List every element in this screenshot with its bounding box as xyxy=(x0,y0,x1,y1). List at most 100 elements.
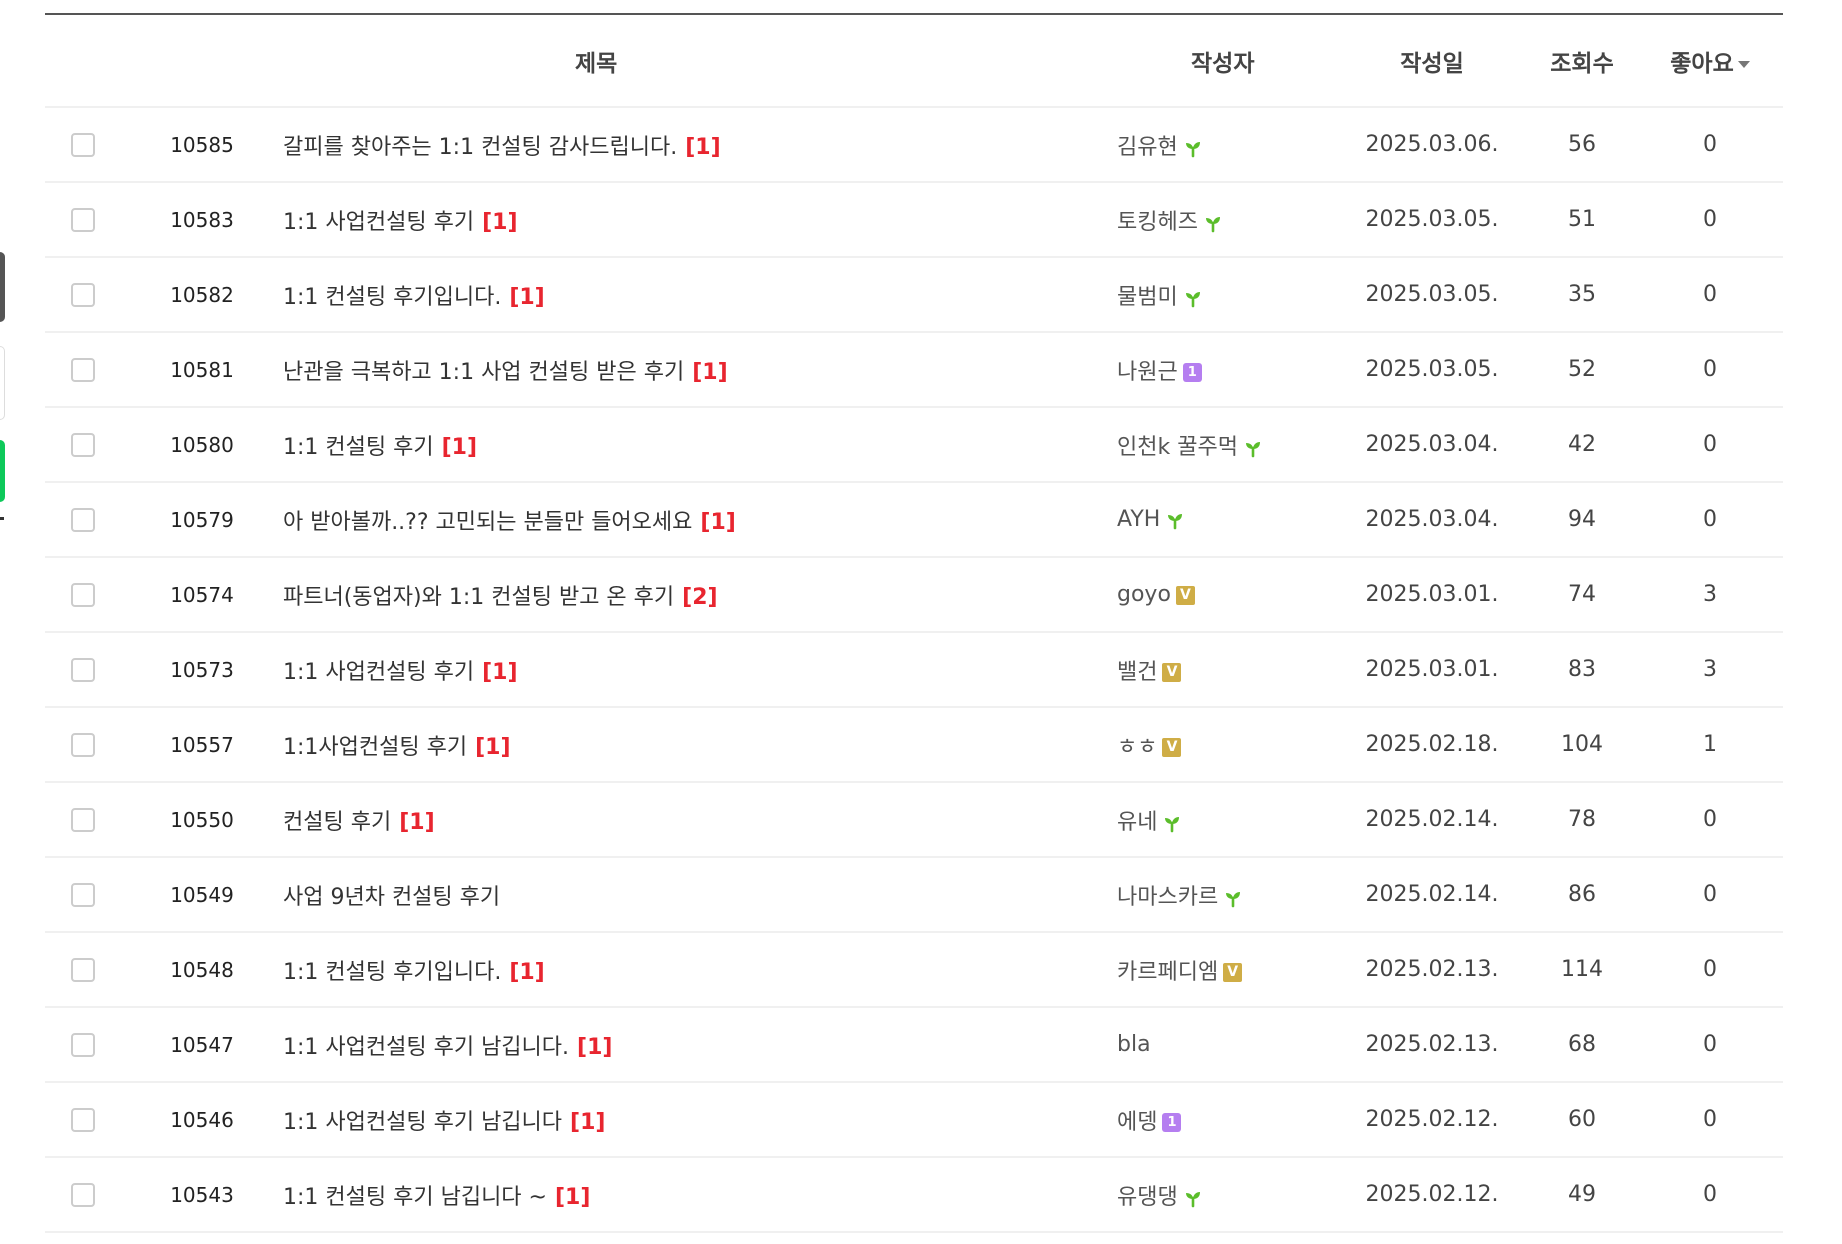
side-tab-light[interactable] xyxy=(0,346,5,420)
post-title-link[interactable]: 1:1 사업컨설팅 후기 xyxy=(283,209,475,235)
post-date: 2025.03.04. xyxy=(1337,407,1527,483)
row-checkbox[interactable] xyxy=(71,583,95,607)
author-name[interactable]: 인천k 꿀주먹 xyxy=(1117,434,1238,460)
table-row: 10546 1:1 사업컨설팅 후기 남깁니다 [1] 에뎅 1 2025.02.1… xyxy=(45,1082,1783,1158)
row-checkbox-cell xyxy=(45,107,121,183)
header-date: 작성일 xyxy=(1337,14,1527,108)
author-cell: 카르페디엠 V xyxy=(1117,932,1337,1008)
author-name[interactable]: goyo xyxy=(1117,582,1171,607)
row-checkbox[interactable] xyxy=(71,283,95,307)
post-date: 2025.03.01. xyxy=(1337,632,1527,708)
post-date: 2025.03.06. xyxy=(1337,107,1527,183)
post-title-link[interactable]: 1:1 컨설팅 후기입니다. xyxy=(283,959,502,985)
post-title-link[interactable]: 1:1 사업컨설팅 후기 xyxy=(283,659,475,685)
side-tab-dark[interactable] xyxy=(0,252,5,322)
like-count: 0 xyxy=(1637,332,1783,408)
post-title-link[interactable]: 1:1 사업컨설팅 후기 남깁니다. xyxy=(283,1034,570,1060)
author-name[interactable]: 유네 xyxy=(1117,809,1158,835)
level-1-badge-icon: 1 xyxy=(1182,363,1202,382)
row-checkbox[interactable] xyxy=(71,658,95,682)
post-title-link[interactable]: 컨설팅 후기 xyxy=(283,809,392,835)
author-name[interactable]: 유댕댕 xyxy=(1117,1184,1178,1210)
comment-count-link[interactable]: [1] xyxy=(441,434,478,460)
vip-badge-icon: V xyxy=(1162,738,1182,757)
comment-count-link[interactable]: [1] xyxy=(554,1184,591,1210)
post-title-cell: 1:1 사업컨설팅 후기 남깁니다 [1] xyxy=(283,1082,1117,1158)
post-number: 10582 xyxy=(121,257,283,333)
post-title-link[interactable]: 1:1 컨설팅 후기입니다. xyxy=(283,284,502,310)
like-count: 3 xyxy=(1637,557,1783,633)
comment-count-link[interactable]: [1] xyxy=(685,134,721,160)
post-title-link[interactable]: 파트너(동업자)와 1:1 컨설팅 받고 온 후기 xyxy=(283,584,675,610)
author-name[interactable]: 나원근 xyxy=(1117,359,1178,385)
sprout-level-icon xyxy=(1165,510,1185,530)
author-cell: bla xyxy=(1117,1007,1337,1083)
author-cell: 나원근 1 xyxy=(1117,332,1337,408)
like-count: 0 xyxy=(1637,1157,1783,1233)
comment-count-link[interactable]: [1] xyxy=(509,284,545,310)
like-count: 0 xyxy=(1637,932,1783,1008)
post-title-link[interactable]: 1:1 컨설팅 후기 남깁니다 ~ xyxy=(283,1184,547,1210)
author-name[interactable]: AYH xyxy=(1117,507,1161,532)
side-tab-green[interactable] xyxy=(0,440,5,502)
comment-count-link[interactable]: [1] xyxy=(509,959,545,985)
row-checkbox[interactable] xyxy=(71,358,95,382)
post-title-cell: 1:1 컨설팅 후기입니다. [1] xyxy=(283,257,1117,333)
like-count: 0 xyxy=(1637,857,1783,933)
post-title-link[interactable]: 1:1 사업컨설팅 후기 남깁니다 xyxy=(283,1109,563,1135)
post-title-link[interactable]: 난관을 극복하고 1:1 사업 컨설팅 받은 후기 xyxy=(283,359,685,385)
row-checkbox[interactable] xyxy=(71,208,95,232)
row-checkbox[interactable] xyxy=(71,133,95,157)
post-title-link[interactable]: 아 받아볼까..?? 고민되는 분들만 들어오세요 xyxy=(283,509,693,535)
post-title-link[interactable]: 갈피를 찾아주는 1:1 컨설팅 감사드립니다. xyxy=(283,134,678,160)
author-name[interactable]: bla xyxy=(1117,1032,1151,1057)
post-number: 10549 xyxy=(121,857,283,933)
post-title-link[interactable]: 1:1 컨설팅 후기 xyxy=(283,434,434,460)
row-checkbox[interactable] xyxy=(71,1183,95,1207)
comment-count-link[interactable]: [1] xyxy=(577,1034,613,1060)
row-checkbox[interactable] xyxy=(71,433,95,457)
author-name[interactable]: 나마스카르 xyxy=(1117,884,1219,910)
view-count: 52 xyxy=(1527,332,1637,408)
like-count: 0 xyxy=(1637,407,1783,483)
header-title: 제목 xyxy=(283,14,1117,108)
row-checkbox[interactable] xyxy=(71,808,95,832)
post-number: 10543 xyxy=(121,1157,283,1233)
row-checkbox[interactable] xyxy=(71,883,95,907)
comment-count-link[interactable]: [1] xyxy=(399,809,435,835)
comment-count-link[interactable]: [1] xyxy=(570,1109,606,1135)
post-number: 10557 xyxy=(121,707,283,783)
post-title-cell: 1:1 컨설팅 후기 [1] xyxy=(283,407,1117,483)
side-divider xyxy=(0,517,4,520)
author-name[interactable]: 토킹헤즈 xyxy=(1117,209,1198,235)
author-name[interactable]: 김유현 xyxy=(1117,134,1178,160)
row-checkbox[interactable] xyxy=(71,733,95,757)
row-checkbox[interactable] xyxy=(71,508,95,532)
comment-count-link[interactable]: [1] xyxy=(482,209,518,235)
post-title-link[interactable]: 1:1사업컨설팅 후기 xyxy=(283,734,468,760)
post-number: 10546 xyxy=(121,1082,283,1158)
comment-count-link[interactable]: [1] xyxy=(692,359,728,385)
comment-count-link[interactable]: [2] xyxy=(682,584,718,610)
view-count: 114 xyxy=(1527,932,1637,1008)
author-name[interactable]: 물범미 xyxy=(1117,284,1178,310)
author-cell: 김유현 xyxy=(1117,107,1337,183)
author-name[interactable]: ㅎㅎ xyxy=(1117,734,1158,760)
sort-down-icon xyxy=(1737,60,1750,68)
comment-count-link[interactable]: [1] xyxy=(482,659,518,685)
table-row: 10574 파트너(동업자)와 1:1 컨설팅 받고 온 후기 [2] goyo V… xyxy=(45,557,1783,633)
row-checkbox[interactable] xyxy=(71,1033,95,1057)
post-title-link[interactable]: 사업 9년차 컨설팅 후기 xyxy=(283,884,501,910)
table-row: 10581 난관을 극복하고 1:1 사업 컨설팅 받은 후기 [1] 나원근 1 … xyxy=(45,332,1783,408)
author-name[interactable]: 밸건 xyxy=(1117,659,1158,685)
comment-count-link[interactable]: [1] xyxy=(475,734,511,760)
comment-count-link[interactable]: [1] xyxy=(700,509,736,535)
post-title-cell: 1:1 사업컨설팅 후기 [1] xyxy=(283,182,1117,258)
row-checkbox[interactable] xyxy=(71,1108,95,1132)
header-likes-sort[interactable]: 좋아요 xyxy=(1637,14,1783,108)
author-name[interactable]: 에뎅 xyxy=(1117,1109,1158,1135)
author-name[interactable]: 카르페디엠 xyxy=(1117,959,1219,985)
table-row: 10580 1:1 컨설팅 후기 [1] 인천k 꿀주먹 2025.03.04. … xyxy=(45,407,1783,483)
row-checkbox[interactable] xyxy=(71,958,95,982)
post-date: 2025.02.14. xyxy=(1337,782,1527,858)
